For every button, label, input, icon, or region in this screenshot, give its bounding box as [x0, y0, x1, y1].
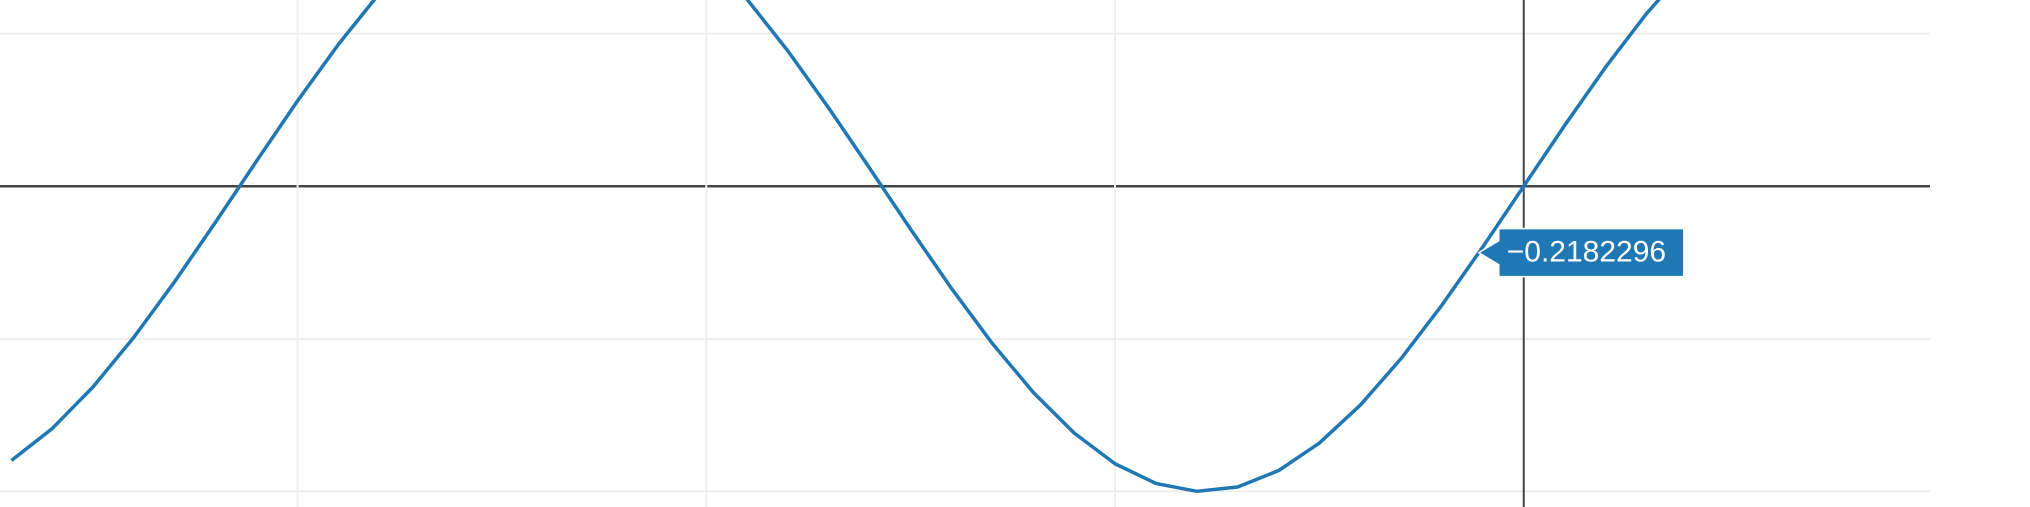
hover-box	[1477, 227, 1685, 278]
hover-text: −0.2182296	[1507, 236, 1666, 269]
hover-label: −0.2182296	[1477, 227, 1685, 278]
line-series	[10, 0, 1661, 494]
